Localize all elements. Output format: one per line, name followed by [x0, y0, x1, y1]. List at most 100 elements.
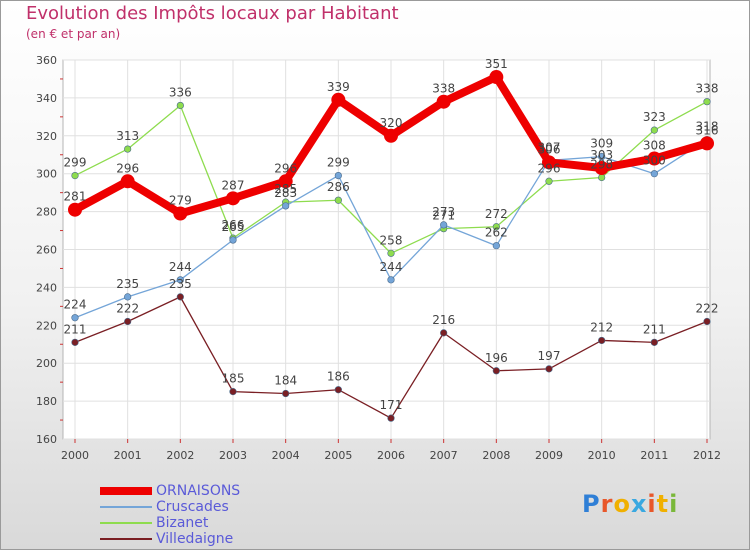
data-label-ornaisons: 308: [643, 139, 666, 153]
data-point-villedaigne: [703, 317, 711, 326]
data-label-cruscades: 224: [64, 298, 87, 312]
x-tick-label: 2007: [430, 449, 458, 462]
data-point-ornaisons: [489, 70, 504, 85]
data-label-ornaisons: 281: [64, 190, 87, 204]
data-label-bizanet: 313: [116, 129, 139, 143]
data-point-cruscades: [124, 293, 132, 301]
data-label-ornaisons: 306: [538, 142, 561, 156]
data-point-bizanet: [387, 249, 395, 257]
data-label-cruscades: 273: [432, 205, 455, 219]
data-label-villedaigne: 216: [432, 313, 455, 327]
data-label-ornaisons: 296: [116, 161, 139, 175]
data-label-villedaigne: 212: [590, 320, 613, 334]
y-tick-label: 200: [36, 357, 57, 370]
data-label-cruscades: 235: [116, 277, 139, 291]
data-label-cruscades: 244: [380, 260, 403, 274]
legend-swatch-bizanet: [100, 522, 152, 524]
y-tick-label: 180: [36, 395, 57, 408]
data-label-bizanet: 285: [274, 182, 297, 196]
y-tick-label: 280: [36, 206, 57, 219]
data-label-bizanet: 338: [696, 82, 719, 96]
legend-label-cruscades: Cruscades: [156, 499, 229, 515]
data-label-ornaisons: 338: [432, 82, 455, 96]
data-point-villedaigne: [650, 338, 658, 346]
data-point-cruscades: [650, 170, 658, 178]
logo-letter: r: [600, 490, 614, 518]
data-label-villedaigne: 171: [380, 398, 403, 412]
data-point-villedaigne: [176, 293, 184, 301]
data-label-villedaigne: 197: [538, 349, 561, 363]
data-point-bizanet: [124, 145, 132, 153]
data-label-bizanet: 271: [432, 209, 455, 223]
x-tick-label: 2002: [166, 449, 194, 462]
data-point-bizanet: [703, 98, 711, 106]
data-point-bizanet: [334, 196, 342, 204]
y-tick-label: 320: [36, 130, 57, 143]
data-label-villedaigne: 211: [64, 322, 87, 336]
legend-label-bizanet: Bizanet: [156, 515, 209, 531]
legend-item-bizanet: Bizanet: [100, 515, 300, 531]
logo-letter: i: [647, 490, 657, 518]
data-label-cruscades: 262: [485, 226, 508, 240]
data-label-bizanet: 266: [222, 218, 245, 232]
logo-letter: i: [669, 490, 679, 518]
data-point-villedaigne: [440, 329, 448, 337]
data-point-bizanet: [545, 177, 553, 185]
x-tick-label: 2012: [693, 449, 721, 462]
proxiti-logo: Proxiti: [582, 490, 678, 518]
data-point-ornaisons: [278, 174, 293, 189]
y-tick-label: 360: [36, 54, 57, 67]
data-label-cruscades: 265: [222, 220, 245, 234]
data-label-villedaigne: 222: [116, 302, 139, 316]
data-label-ornaisons: 339: [327, 80, 350, 94]
data-point-bizanet: [492, 223, 500, 231]
data-point-ornaisons: [436, 94, 451, 109]
data-point-ornaisons: [542, 155, 556, 170]
data-point-ornaisons: [173, 206, 188, 221]
data-point-ornaisons: [120, 174, 135, 189]
legend-swatch-cruscades: [100, 506, 152, 508]
data-label-villedaigne: 211: [643, 322, 666, 336]
data-point-bizanet: [650, 126, 658, 134]
x-tick-label: 2011: [640, 449, 668, 462]
logo-letter: P: [582, 490, 601, 518]
legend-item-cruscades: Cruscades: [100, 499, 300, 515]
data-label-bizanet: 272: [485, 207, 508, 221]
data-label-villedaigne: 222: [696, 302, 719, 316]
data-point-ornaisons: [647, 151, 662, 166]
data-point-villedaigne: [124, 317, 132, 326]
legend-swatch-villedaigne: [100, 538, 152, 540]
legend-item-villedaigne: Villedaigne: [100, 531, 300, 547]
data-point-cruscades: [492, 242, 500, 250]
data-point-cruscades: [282, 202, 290, 210]
y-tick-label: 240: [36, 281, 57, 294]
data-label-bizanet: 299: [64, 156, 87, 170]
data-point-cruscades: [440, 221, 448, 229]
chart-title: Evolution des Impôts locaux par Habitant: [26, 3, 399, 24]
x-tick-label: 2001: [114, 449, 142, 462]
data-label-ornaisons: 316: [696, 123, 719, 137]
legend-label-ornaisons: ORNAISONS: [156, 483, 241, 499]
x-tick-label: 2004: [272, 449, 300, 462]
data-label-ornaisons: 296: [274, 161, 297, 175]
data-label-villedaigne: 196: [485, 351, 508, 365]
logo-letter: x: [630, 490, 648, 518]
data-point-bizanet: [71, 171, 79, 180]
y-tick-label: 340: [36, 92, 57, 105]
data-label-villedaigne: 235: [169, 277, 192, 291]
legend-item-ornaisons: ORNAISONS: [100, 483, 300, 499]
x-tick-label: 2010: [588, 449, 616, 462]
legend-label-villedaigne: Villedaigne: [156, 531, 234, 547]
x-tick-label: 2000: [61, 449, 89, 462]
data-point-cruscades: [387, 276, 395, 284]
data-point-ornaisons: [226, 191, 240, 206]
y-tick-label: 300: [36, 168, 57, 181]
x-tick-label: 2008: [482, 449, 510, 462]
data-label-villedaigne: 185: [222, 372, 245, 386]
legend: ORNAISONS Cruscades Bizanet Villedaigne: [100, 483, 300, 547]
data-point-cruscades: [598, 153, 606, 161]
data-point-cruscades: [229, 236, 237, 244]
data-point-villedaigne: [545, 365, 553, 373]
data-point-bizanet: [176, 101, 184, 110]
data-label-ornaisons: 351: [485, 57, 508, 71]
